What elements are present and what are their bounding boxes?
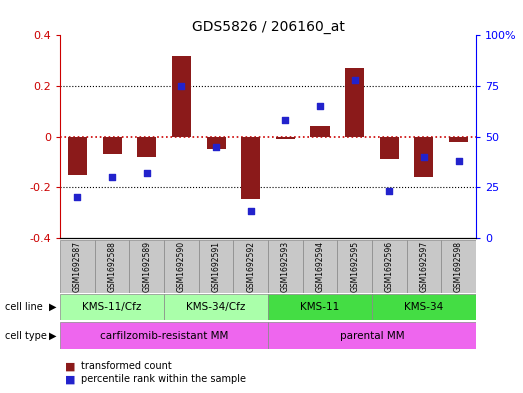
Point	[73, 194, 82, 200]
Point	[281, 117, 290, 123]
Text: carfilzomib-resistant MM: carfilzomib-resistant MM	[100, 331, 228, 341]
Bar	[60, 322, 268, 349]
Text: GSM1692589: GSM1692589	[142, 241, 151, 292]
Bar	[164, 240, 199, 293]
Bar	[199, 240, 233, 293]
Text: GSM1692596: GSM1692596	[385, 241, 394, 292]
Text: GSM1692598: GSM1692598	[454, 241, 463, 292]
Point	[212, 143, 220, 150]
Point	[177, 83, 186, 89]
Bar	[345, 68, 364, 136]
Text: parental MM: parental MM	[339, 331, 404, 341]
Bar	[372, 294, 476, 320]
Point	[420, 154, 428, 160]
Bar	[137, 136, 156, 157]
Bar	[449, 136, 468, 141]
Bar	[164, 294, 268, 320]
Bar	[95, 240, 129, 293]
Bar	[337, 240, 372, 293]
Bar	[241, 136, 260, 198]
Bar	[380, 136, 399, 159]
Text: cell type: cell type	[5, 331, 47, 341]
Bar	[207, 136, 225, 149]
Point	[108, 174, 116, 180]
Bar	[60, 294, 164, 320]
Text: ■: ■	[65, 361, 76, 371]
Text: GSM1692587: GSM1692587	[73, 241, 82, 292]
Text: GSM1692595: GSM1692595	[350, 241, 359, 292]
Title: GDS5826 / 206160_at: GDS5826 / 206160_at	[191, 20, 345, 34]
Point	[385, 188, 393, 195]
Text: GSM1692588: GSM1692588	[108, 241, 117, 292]
Bar	[311, 127, 329, 136]
Text: GSM1692591: GSM1692591	[212, 241, 221, 292]
Bar	[303, 240, 337, 293]
Text: GSM1692590: GSM1692590	[177, 241, 186, 292]
Bar	[60, 240, 95, 293]
Bar	[103, 136, 122, 154]
Point	[454, 158, 463, 164]
Bar	[372, 240, 407, 293]
Text: GSM1692592: GSM1692592	[246, 241, 255, 292]
Point	[143, 170, 151, 176]
Text: transformed count: transformed count	[81, 361, 172, 371]
Bar	[172, 55, 191, 136]
Text: KMS-11: KMS-11	[300, 302, 339, 312]
Bar	[268, 322, 476, 349]
Bar	[276, 136, 295, 139]
Text: ▶: ▶	[49, 302, 56, 312]
Bar	[414, 136, 434, 177]
Bar	[407, 240, 441, 293]
Bar	[233, 240, 268, 293]
Bar	[129, 240, 164, 293]
Point	[350, 77, 359, 83]
Point	[246, 208, 255, 215]
Text: cell line: cell line	[5, 302, 43, 312]
Text: GSM1692597: GSM1692597	[419, 241, 428, 292]
Point	[316, 103, 324, 109]
Text: KMS-11/Cfz: KMS-11/Cfz	[83, 302, 142, 312]
Text: ■: ■	[65, 374, 76, 384]
Text: KMS-34: KMS-34	[404, 302, 444, 312]
Bar	[68, 136, 87, 174]
Bar	[268, 240, 303, 293]
Bar	[268, 294, 372, 320]
Text: KMS-34/Cfz: KMS-34/Cfz	[186, 302, 246, 312]
Bar	[441, 240, 476, 293]
Text: GSM1692593: GSM1692593	[281, 241, 290, 292]
Text: ▶: ▶	[49, 331, 56, 341]
Text: percentile rank within the sample: percentile rank within the sample	[81, 374, 246, 384]
Text: GSM1692594: GSM1692594	[315, 241, 324, 292]
